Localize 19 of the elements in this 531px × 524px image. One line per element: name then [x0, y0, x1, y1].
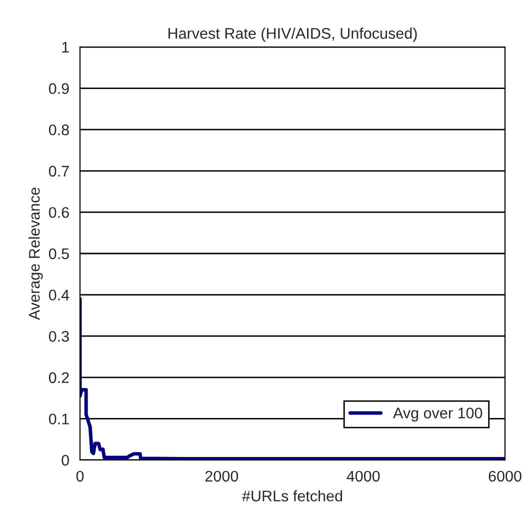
y-tick-label: 0.9	[48, 83, 69, 94]
x-tick-label: 2000	[205, 470, 238, 482]
y-axis-title: Average Relevance	[28, 188, 43, 320]
y-tick-label: 0.7	[48, 166, 69, 177]
y-tick-label: 0.4	[48, 290, 70, 300]
chart-title: Harvest Rate (HIV/AIDS, Unfocused)	[168, 28, 417, 42]
y-tick-label: 0.3	[48, 330, 69, 342]
x-tick-label: 0	[76, 470, 84, 482]
y-tick-label: 0.8	[48, 124, 69, 136]
x-tick-label: 4000	[346, 470, 380, 482]
x-axis-title: #URLs fetched	[242, 490, 342, 502]
y-tick-label: 1	[62, 42, 69, 53]
x-tick-label: 6000	[488, 470, 522, 482]
y-tick-label: 0.6	[48, 207, 69, 218]
y-tick-label: 0.5	[48, 248, 69, 260]
y-tick-label: 0.2	[48, 372, 69, 384]
legend-label: Avg over 100	[393, 408, 482, 422]
y-tick-label: 0	[62, 454, 69, 466]
y-tick-label: 0.1	[48, 414, 69, 424]
